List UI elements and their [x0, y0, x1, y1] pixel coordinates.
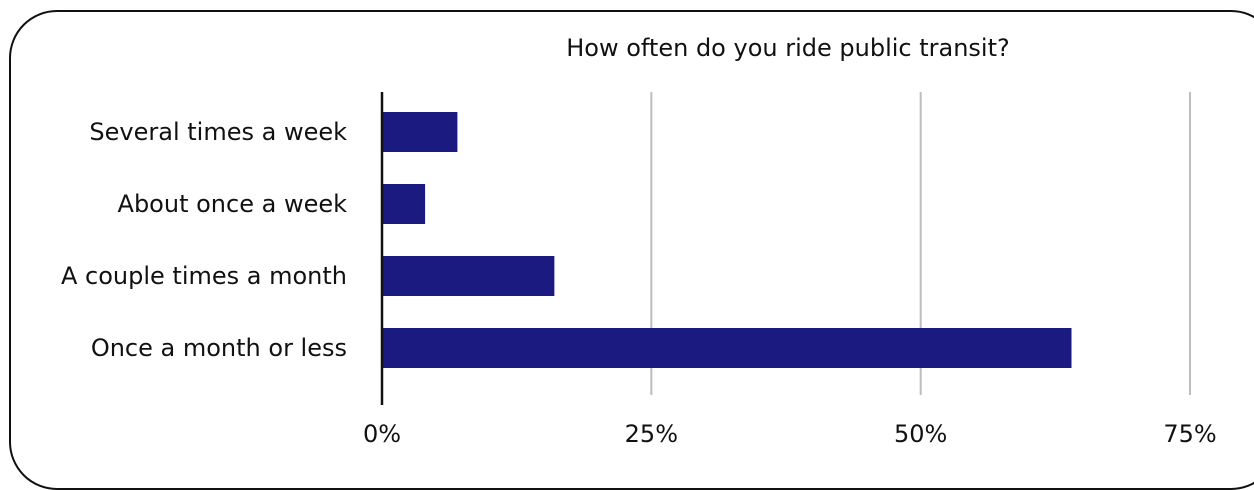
category-label: Several times a week [89, 118, 347, 146]
category-labels: Several times a week About once a week A c… [61, 118, 347, 362]
bars [382, 112, 1072, 368]
category-label: A couple times a month [61, 262, 347, 290]
bar [382, 112, 458, 152]
x-tick-label: 25% [625, 420, 678, 448]
chart-frame [9, 10, 1254, 490]
x-tick-label: 0% [363, 420, 401, 448]
category-label: Once a month or less [91, 334, 347, 362]
chart-title: How often do you ride public transit? [566, 34, 1010, 62]
bar [382, 328, 1072, 368]
bar [382, 184, 426, 224]
bar-chart: How often do you ride public transit? Se… [61, 34, 1217, 448]
bar [382, 256, 555, 296]
category-label: About once a week [118, 190, 348, 218]
x-tick-labels: 0% 25% 50% 75% [363, 420, 1217, 448]
x-tick-label: 75% [1163, 420, 1216, 448]
x-tick-label: 50% [894, 420, 947, 448]
